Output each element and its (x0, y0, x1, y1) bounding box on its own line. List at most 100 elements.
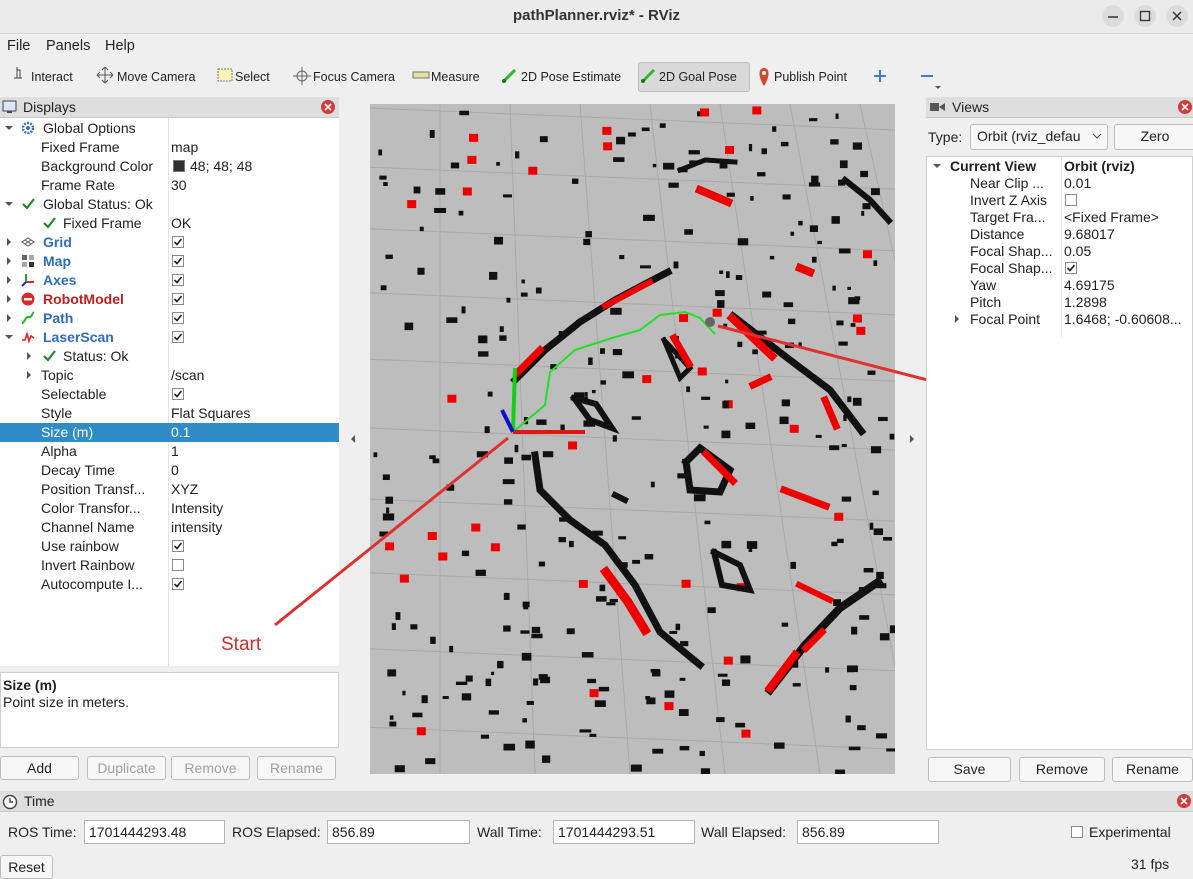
time-field[interactable]: 1701444293.51 (553, 820, 695, 844)
row-value[interactable]: 1.6468; -0.60608... (1064, 311, 1182, 327)
row-label[interactable]: Path (43, 310, 74, 326)
row-label[interactable]: Background Color (41, 158, 154, 174)
menu-item[interactable]: File (7, 38, 31, 54)
row-label[interactable]: Global Status: Ok (43, 196, 153, 212)
row-label[interactable]: Decay Time (41, 462, 115, 478)
row-value[interactable]: 0 (171, 462, 179, 478)
row-label[interactable]: Global Options (43, 120, 136, 136)
maximize-button[interactable] (1134, 5, 1156, 27)
row-value[interactable]: 0.05 (1064, 243, 1092, 259)
minimize-button[interactable] (1102, 5, 1124, 27)
row-value[interactable]: 0.1 (171, 424, 191, 440)
checkbox[interactable] (172, 540, 184, 552)
checkbox[interactable] (172, 255, 184, 267)
row-label[interactable]: RobotModel (43, 291, 124, 307)
time-field[interactable]: 856.89 (327, 820, 470, 844)
row-label[interactable]: Distance (970, 226, 1025, 242)
row-label[interactable]: Channel Name (41, 519, 135, 535)
row-value[interactable]: 0.01 (1064, 175, 1092, 191)
tool-button[interactable]: Interact (31, 70, 73, 84)
checkbox[interactable] (172, 312, 184, 324)
button[interactable]: Add (0, 756, 79, 780)
menu-item[interactable]: Help (105, 38, 135, 54)
row-label[interactable]: Alpha (41, 443, 77, 459)
expand-arrow (933, 164, 941, 168)
row-value[interactable]: OK (171, 215, 192, 231)
row-label[interactable]: Focal Point (970, 311, 1041, 327)
splitter-left[interactable] (348, 433, 358, 445)
row-label[interactable]: Target Fra... (970, 209, 1046, 225)
row-label[interactable]: Near Clip ... (970, 175, 1044, 191)
row-label[interactable]: Style (41, 405, 73, 421)
row-label[interactable]: Current View (950, 158, 1037, 174)
row-label[interactable]: Color Transfor... (41, 500, 141, 516)
row-value[interactable]: 48; 48; 48 (190, 158, 253, 174)
row-label[interactable]: Status: Ok (63, 348, 129, 364)
button[interactable]: Rename (1112, 757, 1193, 782)
row-label[interactable]: LaserScan (43, 329, 114, 345)
row-label[interactable]: Focal Shap... (970, 243, 1053, 259)
row-value[interactable]: XYZ (171, 481, 199, 497)
row-label[interactable]: Yaw (970, 277, 997, 293)
checkbox[interactable] (1065, 262, 1077, 274)
row-label[interactable]: Invert Z Axis (970, 192, 1048, 208)
tool-button[interactable]: Measure (431, 70, 480, 84)
row-label[interactable]: Size (m) (41, 424, 94, 440)
menu-item[interactable]: Panels (46, 38, 91, 54)
row-value[interactable]: 9.68017 (1064, 226, 1115, 242)
row-label[interactable]: Topic (41, 367, 74, 383)
row-value[interactable]: 1 (171, 443, 179, 459)
row-value[interactable]: 4.69175 (1064, 277, 1115, 293)
checkbox[interactable] (1071, 826, 1083, 838)
row-label[interactable]: Position Transf... (41, 481, 146, 497)
row-value[interactable]: map (171, 139, 199, 155)
row-value[interactable]: /scan (171, 367, 205, 383)
tool-button[interactable]: Publish Point (774, 70, 847, 84)
checkbox[interactable] (172, 236, 184, 248)
button[interactable]: Remove (1019, 757, 1105, 782)
tool-button[interactable]: Focus Camera (313, 70, 395, 84)
time-field[interactable]: 856.89 (797, 820, 939, 844)
row-value[interactable]: <Fixed Frame> (1064, 209, 1159, 225)
time-field[interactable]: 1701444293.48 (84, 820, 225, 844)
panel-close[interactable] (1177, 99, 1193, 115)
tool-button[interactable]: 2D Pose Estimate (521, 70, 622, 84)
checkbox[interactable] (172, 388, 184, 400)
checkbox[interactable] (172, 559, 184, 571)
checkbox[interactable] (172, 578, 184, 590)
row-label[interactable]: Use rainbow (41, 538, 119, 554)
row-label[interactable]: Fixed Frame (41, 139, 120, 155)
tool-button[interactable]: 2D Goal Pose (659, 70, 737, 84)
panel-close[interactable] (1176, 793, 1192, 809)
type-dropdown[interactable]: Orbit (rviz_defau (970, 124, 1108, 150)
row-label[interactable]: Pitch (970, 294, 1002, 310)
row-label[interactable]: Autocompute I... (41, 576, 143, 592)
row-label[interactable]: Selectable (41, 386, 107, 402)
row-label[interactable]: Invert Rainbow (41, 557, 135, 573)
row-label[interactable]: Fixed Frame (63, 215, 142, 231)
panel-close[interactable] (320, 99, 336, 115)
row-label[interactable]: Frame Rate (41, 177, 115, 193)
row-label[interactable]: Grid (43, 234, 72, 250)
row-value[interactable]: 1.2898 (1064, 294, 1107, 310)
row-label[interactable]: Focal Shap... (970, 260, 1053, 276)
row-value[interactable]: 30 (171, 177, 187, 193)
row-value[interactable]: Orbit (rviz) (1064, 158, 1135, 174)
checkbox[interactable] (172, 331, 184, 343)
checkbox[interactable] (172, 274, 184, 286)
row-value[interactable]: Flat Squares (171, 405, 251, 421)
row-value[interactable]: Intensity (171, 500, 224, 516)
render-view[interactable] (370, 104, 895, 774)
row-label[interactable]: Axes (43, 272, 77, 288)
row-value[interactable]: intensity (171, 519, 223, 535)
tool-button[interactable]: Select (235, 70, 270, 84)
row-label[interactable]: Map (43, 253, 71, 269)
splitter-right[interactable] (907, 433, 917, 445)
reset-button[interactable]: Reset (0, 855, 53, 879)
selected-row[interactable] (0, 423, 339, 442)
button[interactable]: Save (928, 757, 1011, 782)
zero-button[interactable]: Zero (1114, 124, 1193, 150)
tool-button[interactable]: Move Camera (117, 70, 196, 84)
checkbox[interactable] (172, 293, 184, 305)
checkbox[interactable] (1065, 194, 1077, 206)
